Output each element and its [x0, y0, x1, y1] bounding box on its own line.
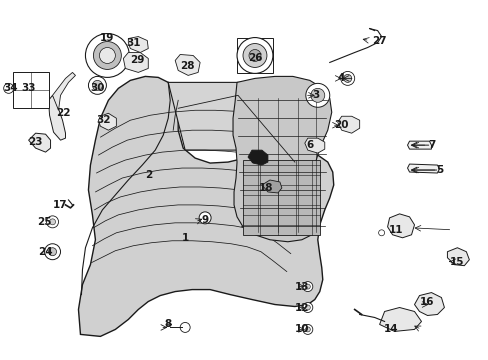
Text: 11: 11 — [387, 225, 402, 235]
Circle shape — [85, 33, 129, 77]
Text: 1: 1 — [181, 233, 188, 243]
Polygon shape — [447, 248, 468, 266]
Circle shape — [343, 75, 351, 82]
Polygon shape — [175, 54, 200, 75]
Circle shape — [199, 212, 211, 224]
Polygon shape — [13, 72, 48, 108]
Text: 28: 28 — [180, 62, 194, 71]
Text: 34: 34 — [3, 84, 18, 93]
Circle shape — [340, 71, 354, 85]
Text: 25: 25 — [37, 217, 52, 227]
Text: 6: 6 — [305, 140, 313, 150]
Bar — [237, 37, 272, 73]
Circle shape — [378, 230, 384, 236]
Circle shape — [305, 284, 310, 289]
Polygon shape — [233, 76, 331, 242]
Circle shape — [237, 37, 272, 73]
Text: 7: 7 — [427, 140, 434, 150]
Circle shape — [49, 219, 56, 225]
Circle shape — [243, 44, 266, 67]
Text: 31: 31 — [126, 37, 140, 48]
Text: 4: 4 — [336, 73, 344, 84]
Text: 32: 32 — [96, 115, 110, 125]
Text: 9: 9 — [201, 215, 208, 225]
Polygon shape — [78, 76, 333, 336]
Text: 29: 29 — [130, 55, 144, 66]
Text: 13: 13 — [294, 282, 308, 292]
Text: 16: 16 — [419, 297, 434, 306]
Circle shape — [93, 41, 121, 69]
Text: 33: 33 — [21, 84, 36, 93]
Circle shape — [92, 80, 102, 90]
Circle shape — [248, 50, 261, 62]
Circle shape — [305, 327, 310, 332]
Text: 21: 21 — [249, 155, 264, 165]
Polygon shape — [29, 133, 50, 152]
Circle shape — [302, 324, 312, 334]
Circle shape — [99, 48, 115, 63]
Circle shape — [302, 282, 312, 292]
Polygon shape — [48, 95, 65, 140]
Circle shape — [305, 305, 310, 310]
Text: 27: 27 — [371, 36, 386, 46]
Circle shape — [44, 244, 61, 260]
Polygon shape — [123, 53, 148, 72]
Polygon shape — [262, 180, 281, 193]
Circle shape — [48, 248, 57, 256]
Text: 8: 8 — [164, 319, 171, 329]
Polygon shape — [304, 138, 324, 153]
Text: 26: 26 — [247, 54, 262, 63]
Polygon shape — [407, 141, 430, 149]
Circle shape — [305, 84, 329, 107]
Polygon shape — [98, 113, 116, 130]
Text: 30: 30 — [90, 84, 104, 93]
Text: 2: 2 — [144, 170, 152, 180]
Polygon shape — [243, 160, 319, 235]
Polygon shape — [168, 82, 304, 150]
Text: 14: 14 — [384, 324, 398, 334]
Text: 5: 5 — [435, 165, 442, 175]
Circle shape — [4, 84, 14, 93]
Circle shape — [310, 88, 324, 102]
Polygon shape — [337, 116, 359, 133]
Polygon shape — [128, 37, 148, 53]
Polygon shape — [387, 214, 414, 238]
Text: 24: 24 — [38, 247, 53, 257]
Text: 17: 17 — [53, 200, 68, 210]
Polygon shape — [379, 307, 421, 332]
Text: 19: 19 — [100, 32, 114, 42]
Text: 20: 20 — [334, 120, 348, 130]
Text: 12: 12 — [294, 302, 308, 312]
Polygon shape — [247, 150, 267, 165]
Polygon shape — [52, 72, 75, 110]
Circle shape — [46, 216, 59, 228]
Text: 18: 18 — [258, 183, 273, 193]
Circle shape — [180, 323, 190, 332]
Circle shape — [302, 302, 312, 312]
Text: 22: 22 — [56, 108, 71, 118]
Text: 3: 3 — [311, 90, 319, 100]
Polygon shape — [407, 164, 439, 173]
Text: 15: 15 — [449, 257, 464, 267]
Circle shape — [88, 76, 106, 94]
Text: 23: 23 — [28, 137, 43, 147]
Polygon shape — [414, 293, 444, 315]
Text: 10: 10 — [294, 324, 308, 334]
